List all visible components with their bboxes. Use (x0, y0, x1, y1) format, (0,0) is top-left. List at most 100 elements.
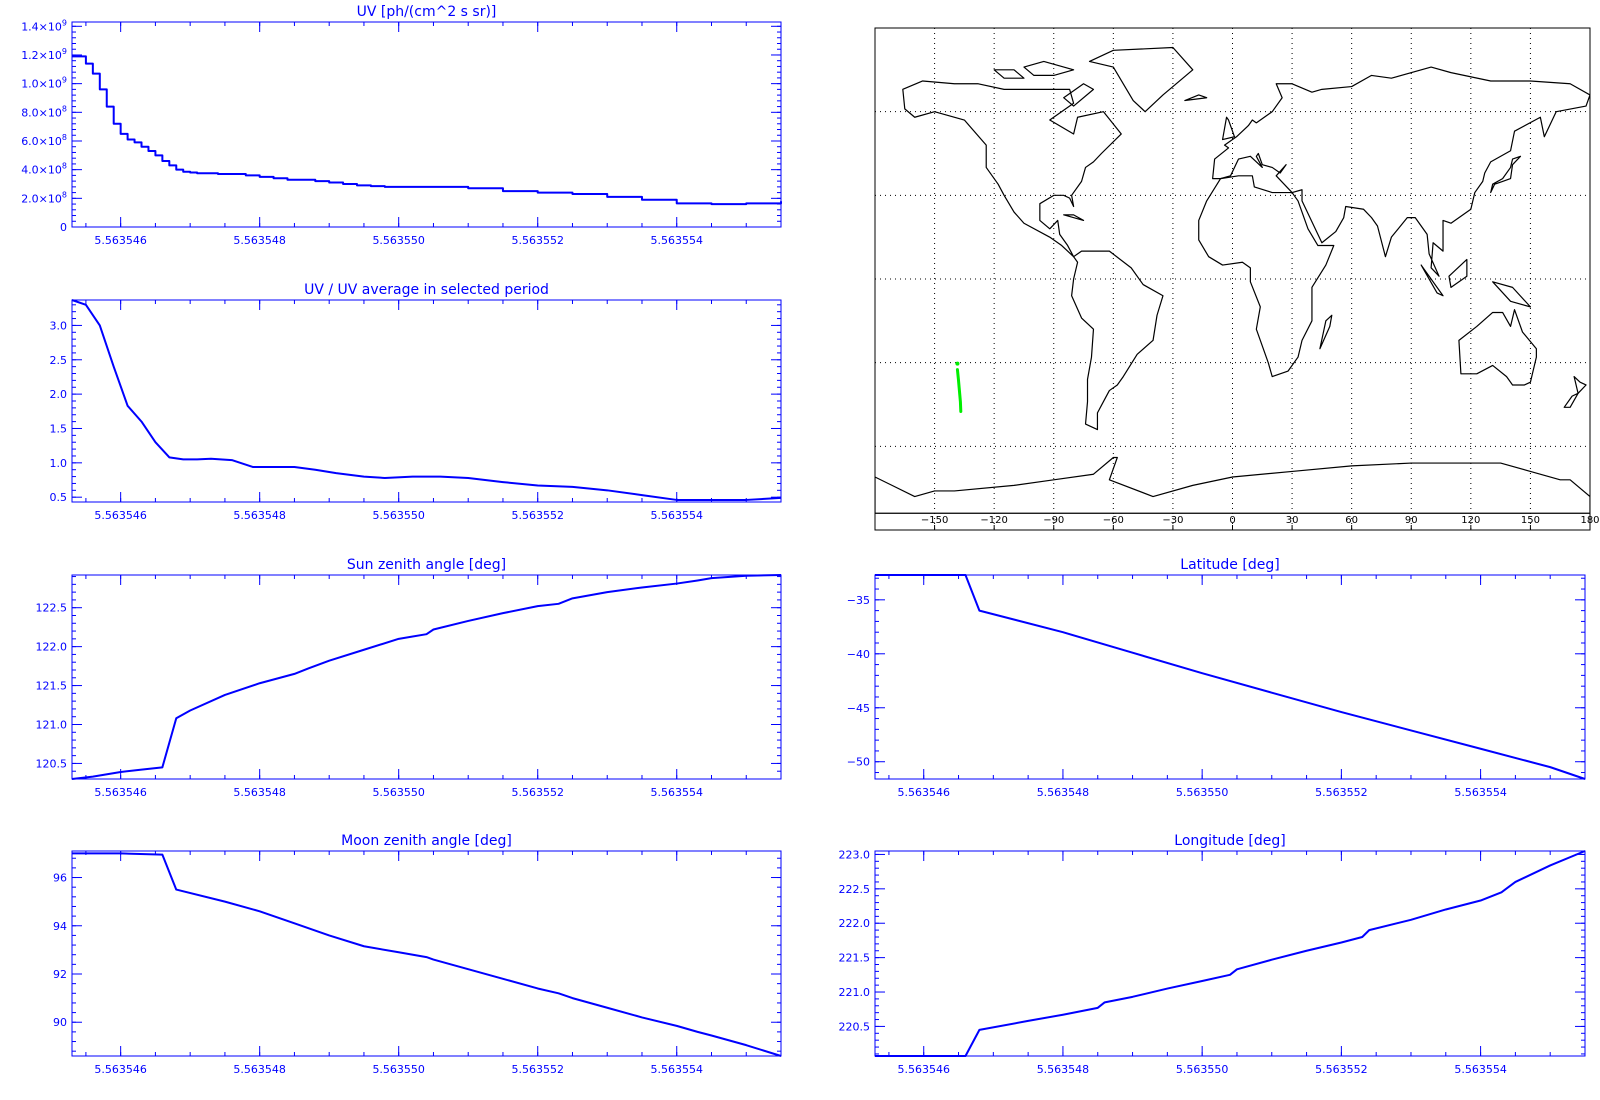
coastline (1563, 392, 1579, 408)
y-tick-label-exponent: 8 (62, 133, 67, 142)
x-tick-label: 5.563548 (1037, 1063, 1090, 1076)
plot-frame (874, 574, 1586, 780)
y-tick-label-base: 1.2×10 (21, 49, 62, 62)
x-tick-label: 5.563554 (650, 786, 703, 799)
y-tick-label: 122.0 (36, 641, 68, 654)
coastline (1420, 264, 1444, 297)
y-tick-label-base: 6.0×10 (21, 135, 62, 148)
y-tick-label: 0 (60, 221, 67, 234)
y-tick-label-exponent: 9 (62, 47, 67, 56)
x-tick-label: 5.563552 (1315, 1063, 1368, 1076)
chart-longitude: Longitude [deg] 5.563546 5.563548 5.563550 5… (839, 833, 1586, 1076)
y-tick-label-base: 8.0×10 (21, 106, 62, 119)
x-tick-label: 5.563548 (233, 786, 286, 799)
y-tick-label-exponent: 9 (62, 76, 67, 85)
map-lon-tick-label: −90 (1043, 515, 1064, 526)
y-tick-label: 120.5 (36, 757, 68, 770)
y-tick-label: 1.0 (50, 457, 68, 470)
map-lon-tick-label: −60 (1103, 515, 1124, 526)
y-tick-label: 1.0×109 (21, 76, 67, 91)
x-tick-label: 5.563548 (233, 234, 286, 247)
chart-title: Longitude [deg] (1174, 833, 1285, 849)
y-tick-label-base: 1.0×10 (21, 78, 62, 91)
plot-frame (71, 21, 782, 228)
coastline (1448, 258, 1468, 288)
x-tick-label: 5.563552 (511, 509, 564, 522)
x-tick-label: 5.563552 (511, 234, 564, 247)
map-lon-tick-label: 90 (1405, 515, 1418, 526)
coastline (1490, 155, 1522, 194)
series-line-latitude (875, 574, 1586, 780)
y-tick-label-base: 0 (60, 221, 67, 234)
y-tick-label: 1.2×109 (21, 47, 67, 62)
coastline (875, 456, 1590, 514)
chart-title: UV [ph/(cm^2 s sr)] (357, 4, 497, 20)
chart-uv: UV [ph/(cm^2 s sr)] 5.563546 5.563548 5.563… (21, 4, 782, 247)
map-lon-tick-label: −30 (1162, 515, 1183, 526)
chart-title: Sun zenith angle [deg] (347, 557, 506, 573)
y-tick-label: 121.0 (36, 718, 68, 731)
coastline (1221, 116, 1236, 141)
y-tick-label: 2.0 (50, 388, 68, 401)
y-tick-label: 94 (53, 920, 67, 933)
satellite-track (955, 368, 963, 413)
map-lon-tick-label: 120 (1461, 515, 1480, 526)
series-line-moon-zenith (72, 852, 782, 1057)
world-map: −150 −120 −90 −60 −30 0 30 60 90 120 150 180 (874, 27, 1600, 531)
y-tick-label: 222.5 (839, 883, 871, 896)
y-tick-label: 6.0×108 (21, 133, 67, 148)
plot-frame (874, 850, 1586, 1057)
coastline (993, 69, 1025, 79)
x-tick-label: 5.563552 (1315, 786, 1368, 799)
x-tick-label: 5.563554 (1454, 1063, 1507, 1076)
coastline (1023, 60, 1075, 77)
chart-title: Moon zenith angle [deg] (341, 833, 512, 849)
chart-uv-ratio: UV / UV average in selected period 5.5635… (50, 282, 782, 522)
map-lon-tick-label: 150 (1521, 515, 1540, 526)
coastline (902, 80, 1122, 258)
map-lon-tick-label: −120 (980, 515, 1007, 526)
x-tick-label: 5.563554 (650, 234, 703, 247)
x-tick-label: 5.563550 (1176, 786, 1229, 799)
coastline (1063, 214, 1085, 222)
coastline (1088, 46, 1194, 113)
x-tick-label: 5.563554 (650, 509, 703, 522)
track-start-marker (955, 361, 960, 366)
y-tick-label: −35 (847, 594, 870, 607)
map-plot-area (875, 28, 1590, 530)
y-tick-label: −40 (847, 648, 870, 661)
y-tick-label: −45 (847, 702, 870, 715)
y-tick-label: 221.5 (839, 952, 871, 965)
y-tick-label: 122.5 (36, 602, 68, 615)
coastline (1071, 250, 1164, 431)
map-lon-tick-label: −150 (921, 515, 948, 526)
series-line-uv (72, 55, 782, 206)
y-tick-label: 223.0 (839, 848, 871, 861)
chart-moon-zenith: Moon zenith angle [deg] 5.563546 5.563548 5… (53, 833, 782, 1076)
plot-frame (71, 850, 782, 1057)
map-lon-tick-label: 180 (1580, 515, 1599, 526)
y-tick-label: 222.0 (839, 917, 871, 930)
x-tick-label: 5.563552 (511, 1063, 564, 1076)
series-line-longitude (875, 850, 1586, 1057)
x-tick-label: 5.563548 (233, 509, 286, 522)
coastline (1492, 281, 1532, 308)
x-tick-label: 5.563548 (1037, 786, 1090, 799)
x-tick-label: 5.563550 (372, 1063, 425, 1076)
y-tick-label: 3.0 (50, 319, 68, 332)
chart-latitude: Latitude [deg] 5.563546 5.563548 5.563550 5.… (847, 557, 1586, 799)
y-tick-label: 1.5 (50, 422, 68, 435)
y-tick-label: −50 (847, 756, 870, 769)
y-tick-label: 2.5 (50, 354, 68, 367)
y-tick-label: 220.5 (839, 1020, 871, 1033)
y-tick-label-exponent: 9 (62, 18, 67, 27)
y-tick-label: 1.4×109 (21, 18, 67, 33)
coastline (1573, 376, 1587, 394)
x-tick-label: 5.563550 (1176, 1063, 1229, 1076)
x-tick-label: 5.563546 (94, 786, 147, 799)
coastline (1212, 66, 1590, 277)
chart-sun-zenith: Sun zenith angle [deg] 5.563546 5.563548 5.… (36, 557, 782, 799)
x-tick-label: 5.563550 (372, 509, 425, 522)
series-line-uv-ratio (71, 299, 782, 501)
